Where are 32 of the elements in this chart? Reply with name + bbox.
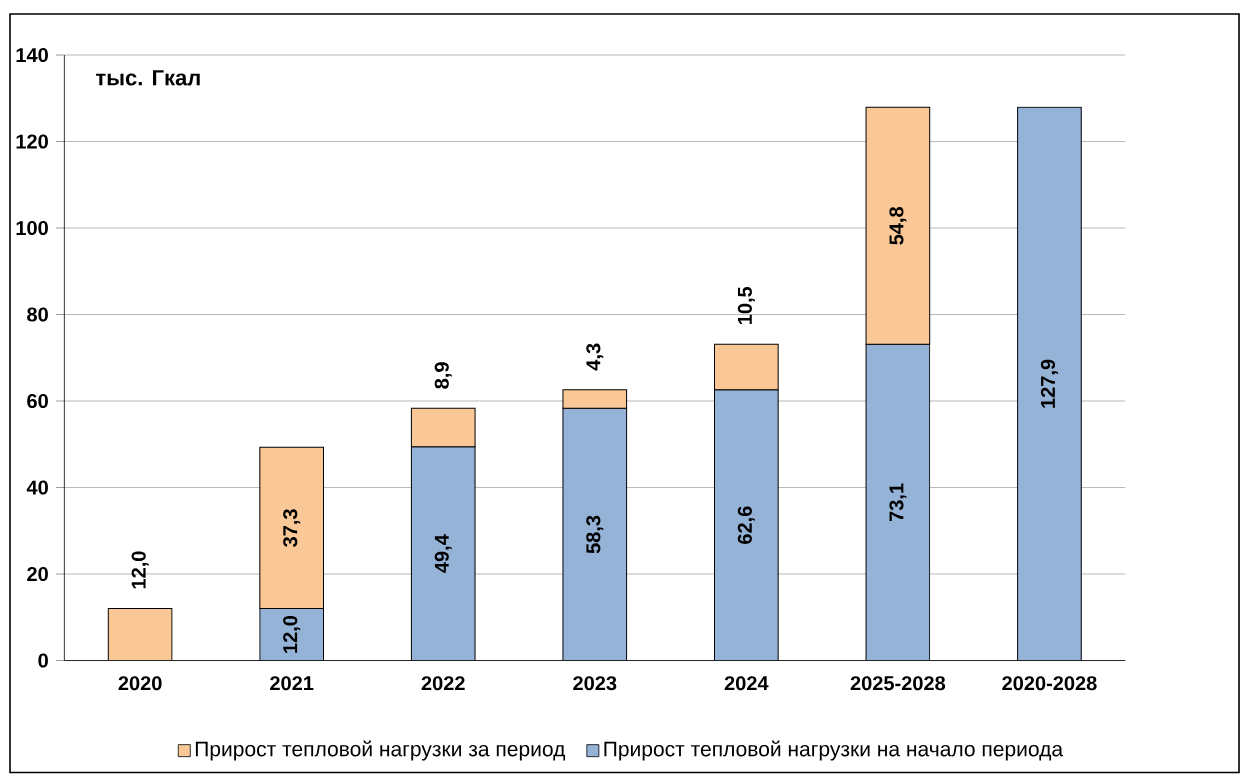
- data-label: 54,8: [889, 207, 907, 245]
- y-tick-label: 80: [27, 307, 48, 322]
- y-tick-label: 120: [16, 134, 48, 149]
- x-tick-label: 2022: [421, 676, 465, 691]
- legend-label: Прирост тепловой нагрузки на начало периода: [604, 740, 1064, 761]
- x-tick-label: 2020-2028: [1002, 676, 1097, 691]
- y-tick-label: 100: [16, 221, 48, 236]
- data-label: 4,3: [586, 343, 604, 371]
- y-tick-label: 40: [26, 480, 48, 495]
- data-label: 49,4: [434, 534, 452, 574]
- data-label: 12,0: [131, 551, 149, 589]
- bar: [107, 608, 173, 661]
- data-label: 127,9: [1040, 359, 1058, 408]
- x-tick-label: 2023: [573, 676, 617, 691]
- y-tick-label: 60: [27, 394, 48, 409]
- x-tick-label: 2025-2028: [850, 676, 946, 691]
- data-label: 8,9: [434, 362, 452, 389]
- bar: [1017, 107, 1082, 661]
- data-label: 73,1: [889, 483, 907, 522]
- data-label: 58,3: [586, 515, 604, 554]
- x-tick-label: 2021: [270, 676, 314, 691]
- data-label: 37,3: [283, 509, 301, 548]
- y-tick-label: 140: [16, 48, 48, 63]
- x-tick-label: 2024: [724, 676, 769, 691]
- y-axis-title: тыс. Гкал: [96, 70, 200, 86]
- y-tick-label: 0: [38, 653, 48, 668]
- legend-label: Прирост тепловой нагрузки за период: [195, 740, 566, 761]
- x-tick-label: 2020: [118, 676, 162, 691]
- y-tick-label: 20: [27, 567, 48, 582]
- data-label: 12,0: [283, 616, 301, 653]
- data-label: 62,6: [737, 506, 755, 545]
- data-label: 10,5: [737, 287, 755, 325]
